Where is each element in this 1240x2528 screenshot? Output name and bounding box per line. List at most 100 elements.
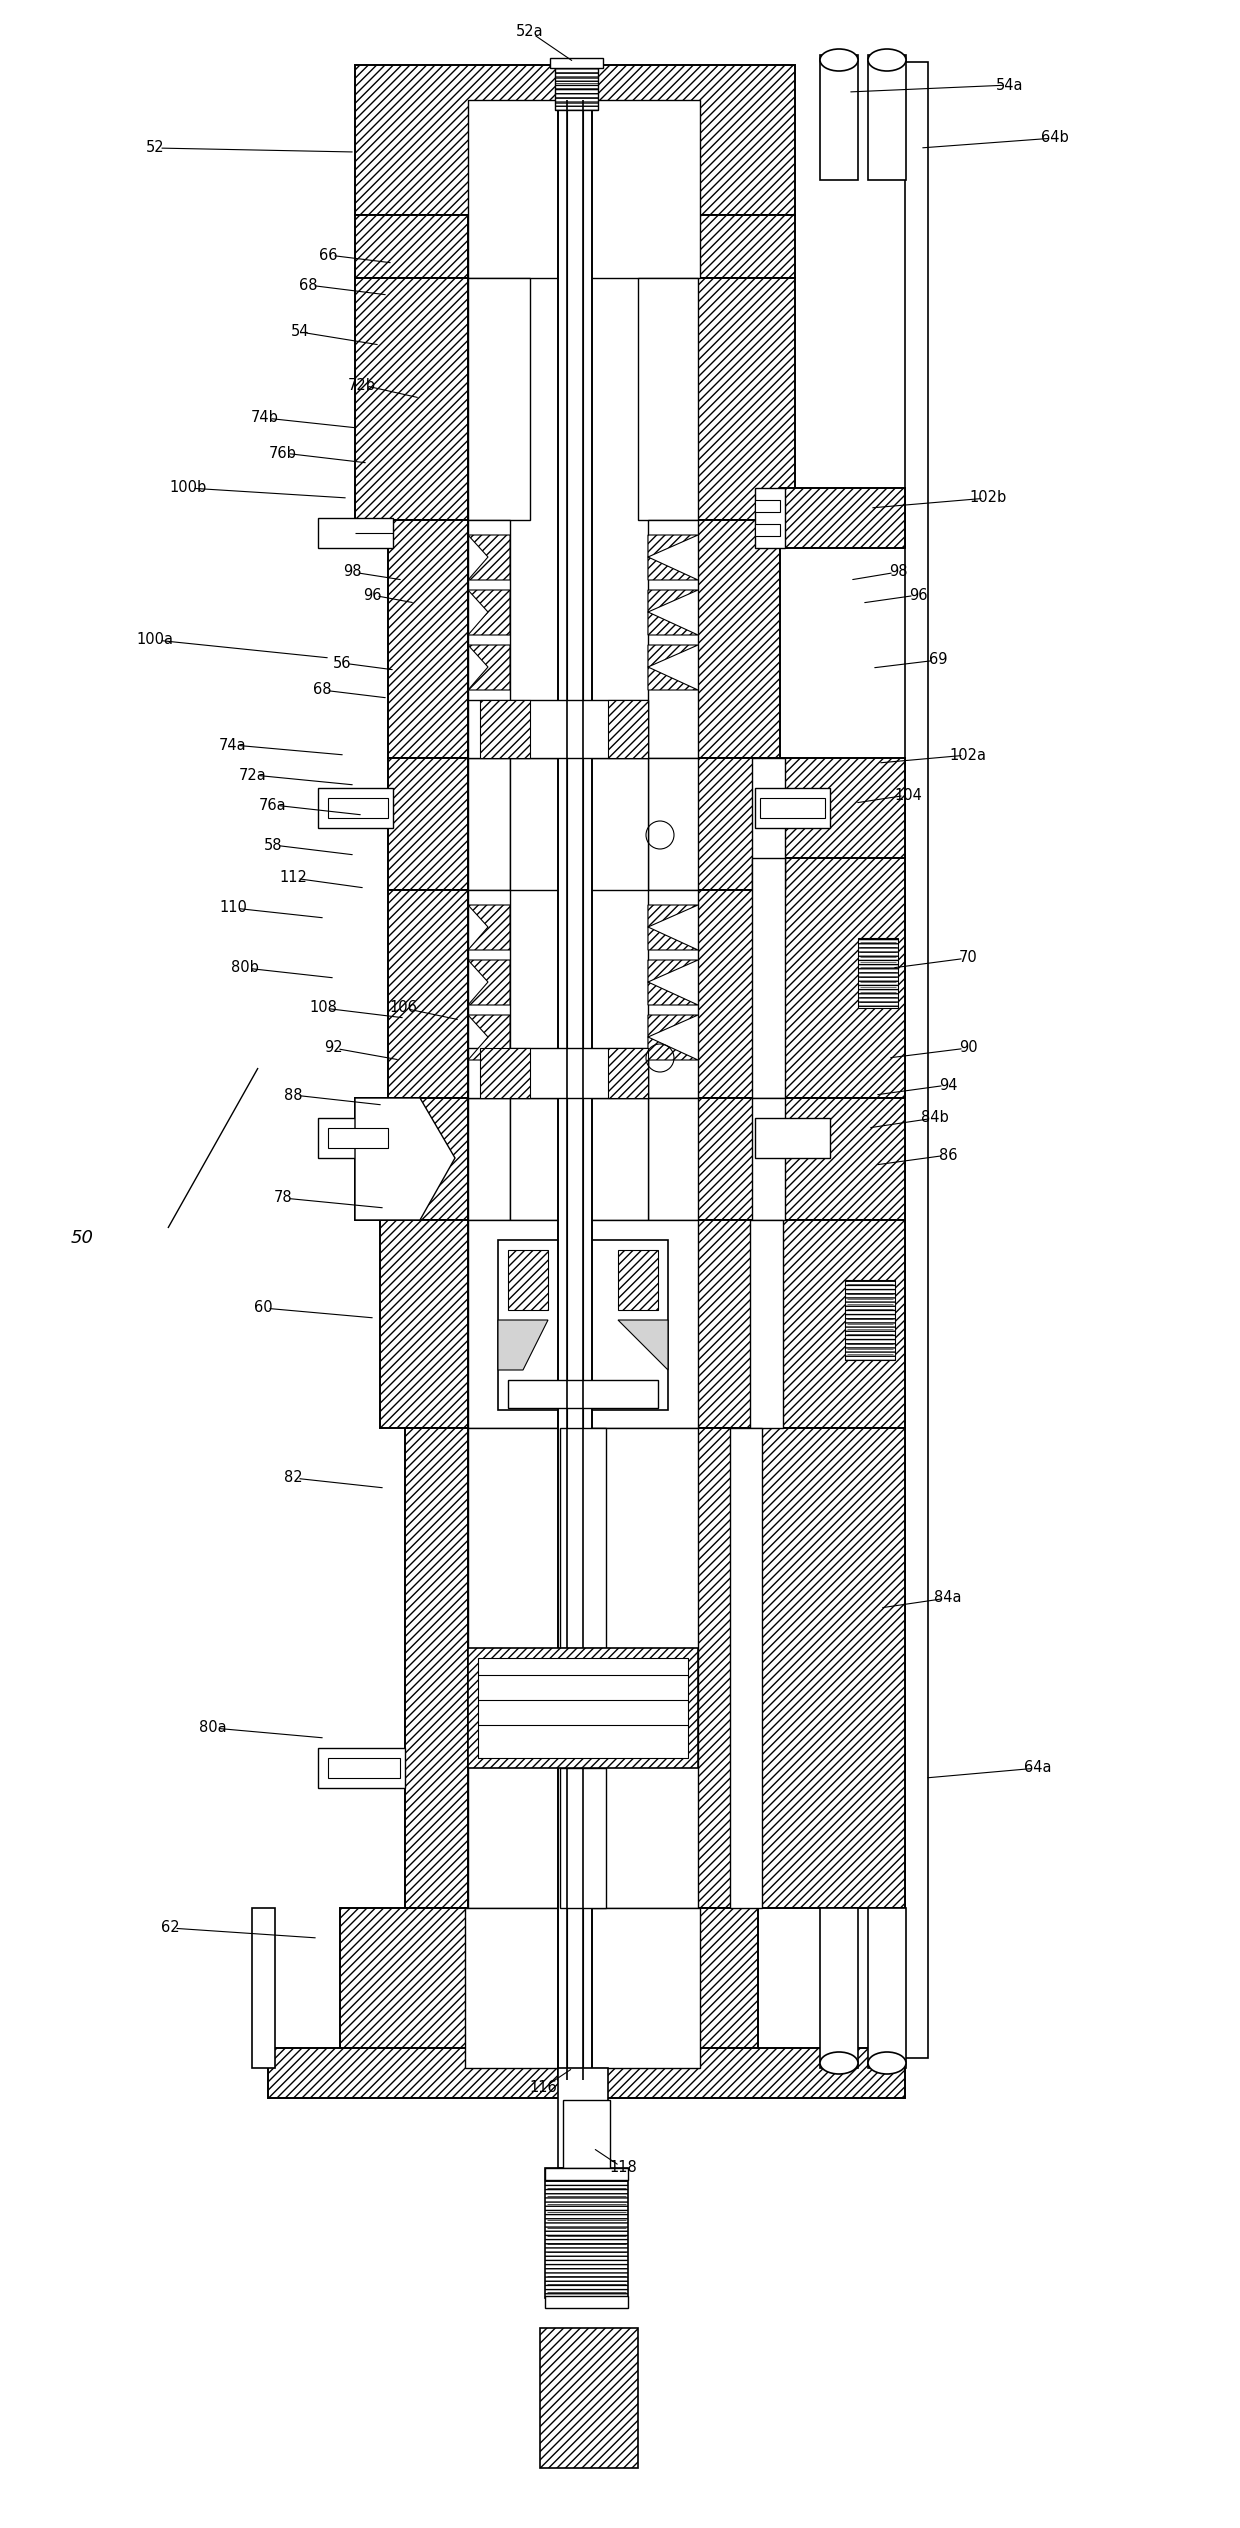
Bar [751,758,785,890]
Bar [268,2048,905,2098]
Bar [563,2101,610,2169]
Polygon shape [649,961,698,1006]
Bar [639,278,698,521]
Bar [868,1909,906,2068]
Bar [560,1767,606,1909]
Bar [355,66,795,215]
Text: 112: 112 [279,870,308,885]
Text: 76b: 76b [269,445,296,460]
Bar [508,1380,658,1408]
Text: 88: 88 [284,1087,303,1102]
Bar [649,521,698,758]
Bar [480,700,529,758]
Text: 68: 68 [299,278,317,293]
Bar [730,1428,763,1909]
Text: 100a: 100a [136,632,174,647]
Bar [751,1097,785,1221]
Text: 58: 58 [264,837,283,852]
Polygon shape [467,905,510,951]
Bar [467,1221,698,1428]
Text: 66: 66 [319,248,337,263]
Bar [340,1909,758,2068]
Bar [558,101,591,2081]
Text: 69: 69 [929,652,947,667]
Bar [758,1428,905,1909]
Bar [618,1249,658,1310]
Text: 94: 94 [939,1077,957,1092]
Polygon shape [649,536,698,579]
Polygon shape [467,645,510,690]
Text: 92: 92 [324,1042,342,1057]
Bar [868,56,906,179]
Bar [546,2295,627,2308]
Bar [317,789,393,829]
Text: 96: 96 [909,586,928,602]
Text: 56: 56 [332,655,351,670]
Text: 78: 78 [274,1191,293,1206]
Bar [698,890,780,1097]
Text: 60: 60 [254,1299,273,1315]
Bar [551,58,603,68]
Text: 52: 52 [145,142,165,157]
Bar [698,278,795,521]
Bar [317,1117,393,1158]
Ellipse shape [868,48,906,71]
Bar [608,1049,649,1097]
Text: 108: 108 [309,1001,337,1016]
Bar [329,1757,401,1777]
Bar [405,1428,467,1909]
Bar [755,488,785,549]
Bar [252,1909,275,2068]
Bar [698,1428,758,1909]
Bar [498,1241,668,1411]
Bar [760,799,825,819]
Text: 84b: 84b [921,1110,949,1125]
Text: 100b: 100b [170,480,207,495]
Text: 54a: 54a [996,78,1024,94]
Text: 84a: 84a [934,1590,962,1605]
Text: 82: 82 [284,1471,303,1486]
Ellipse shape [820,2053,858,2073]
Bar [649,1097,698,1221]
Bar [751,857,785,1097]
Bar [467,1648,698,1767]
Text: 62: 62 [161,1921,180,1936]
Text: 80a: 80a [200,1722,227,1737]
Bar [750,1221,782,1428]
Bar [508,1249,548,1310]
Bar [755,1117,830,1158]
Text: 102b: 102b [970,490,1007,506]
Bar [844,1279,895,1360]
Polygon shape [618,1320,668,1370]
Bar [698,1221,777,1428]
Text: 106: 106 [389,1001,417,1016]
Bar [777,1221,905,1428]
Bar [317,1747,405,1787]
Polygon shape [649,905,698,951]
Polygon shape [355,1097,455,1221]
Bar [567,101,583,2081]
Text: 104: 104 [894,789,921,801]
Bar [467,101,701,278]
Bar [780,488,905,549]
Bar [558,2068,608,2169]
Text: 74a: 74a [219,738,247,753]
Text: 86: 86 [939,1148,957,1163]
Bar [780,1097,905,1221]
Bar [388,758,467,890]
Bar [465,1909,701,2068]
Bar [701,215,795,278]
Text: 90: 90 [959,1042,977,1057]
Polygon shape [649,1016,698,1059]
Bar [467,521,510,758]
Bar [755,523,780,536]
Polygon shape [498,1320,548,1370]
Bar [510,1097,649,1221]
Bar [355,278,467,521]
Bar [546,2169,627,2179]
Bar [355,215,467,278]
Bar [510,758,649,890]
Bar [355,1097,467,1221]
Text: 110: 110 [219,900,247,915]
Text: 52a: 52a [516,25,544,40]
